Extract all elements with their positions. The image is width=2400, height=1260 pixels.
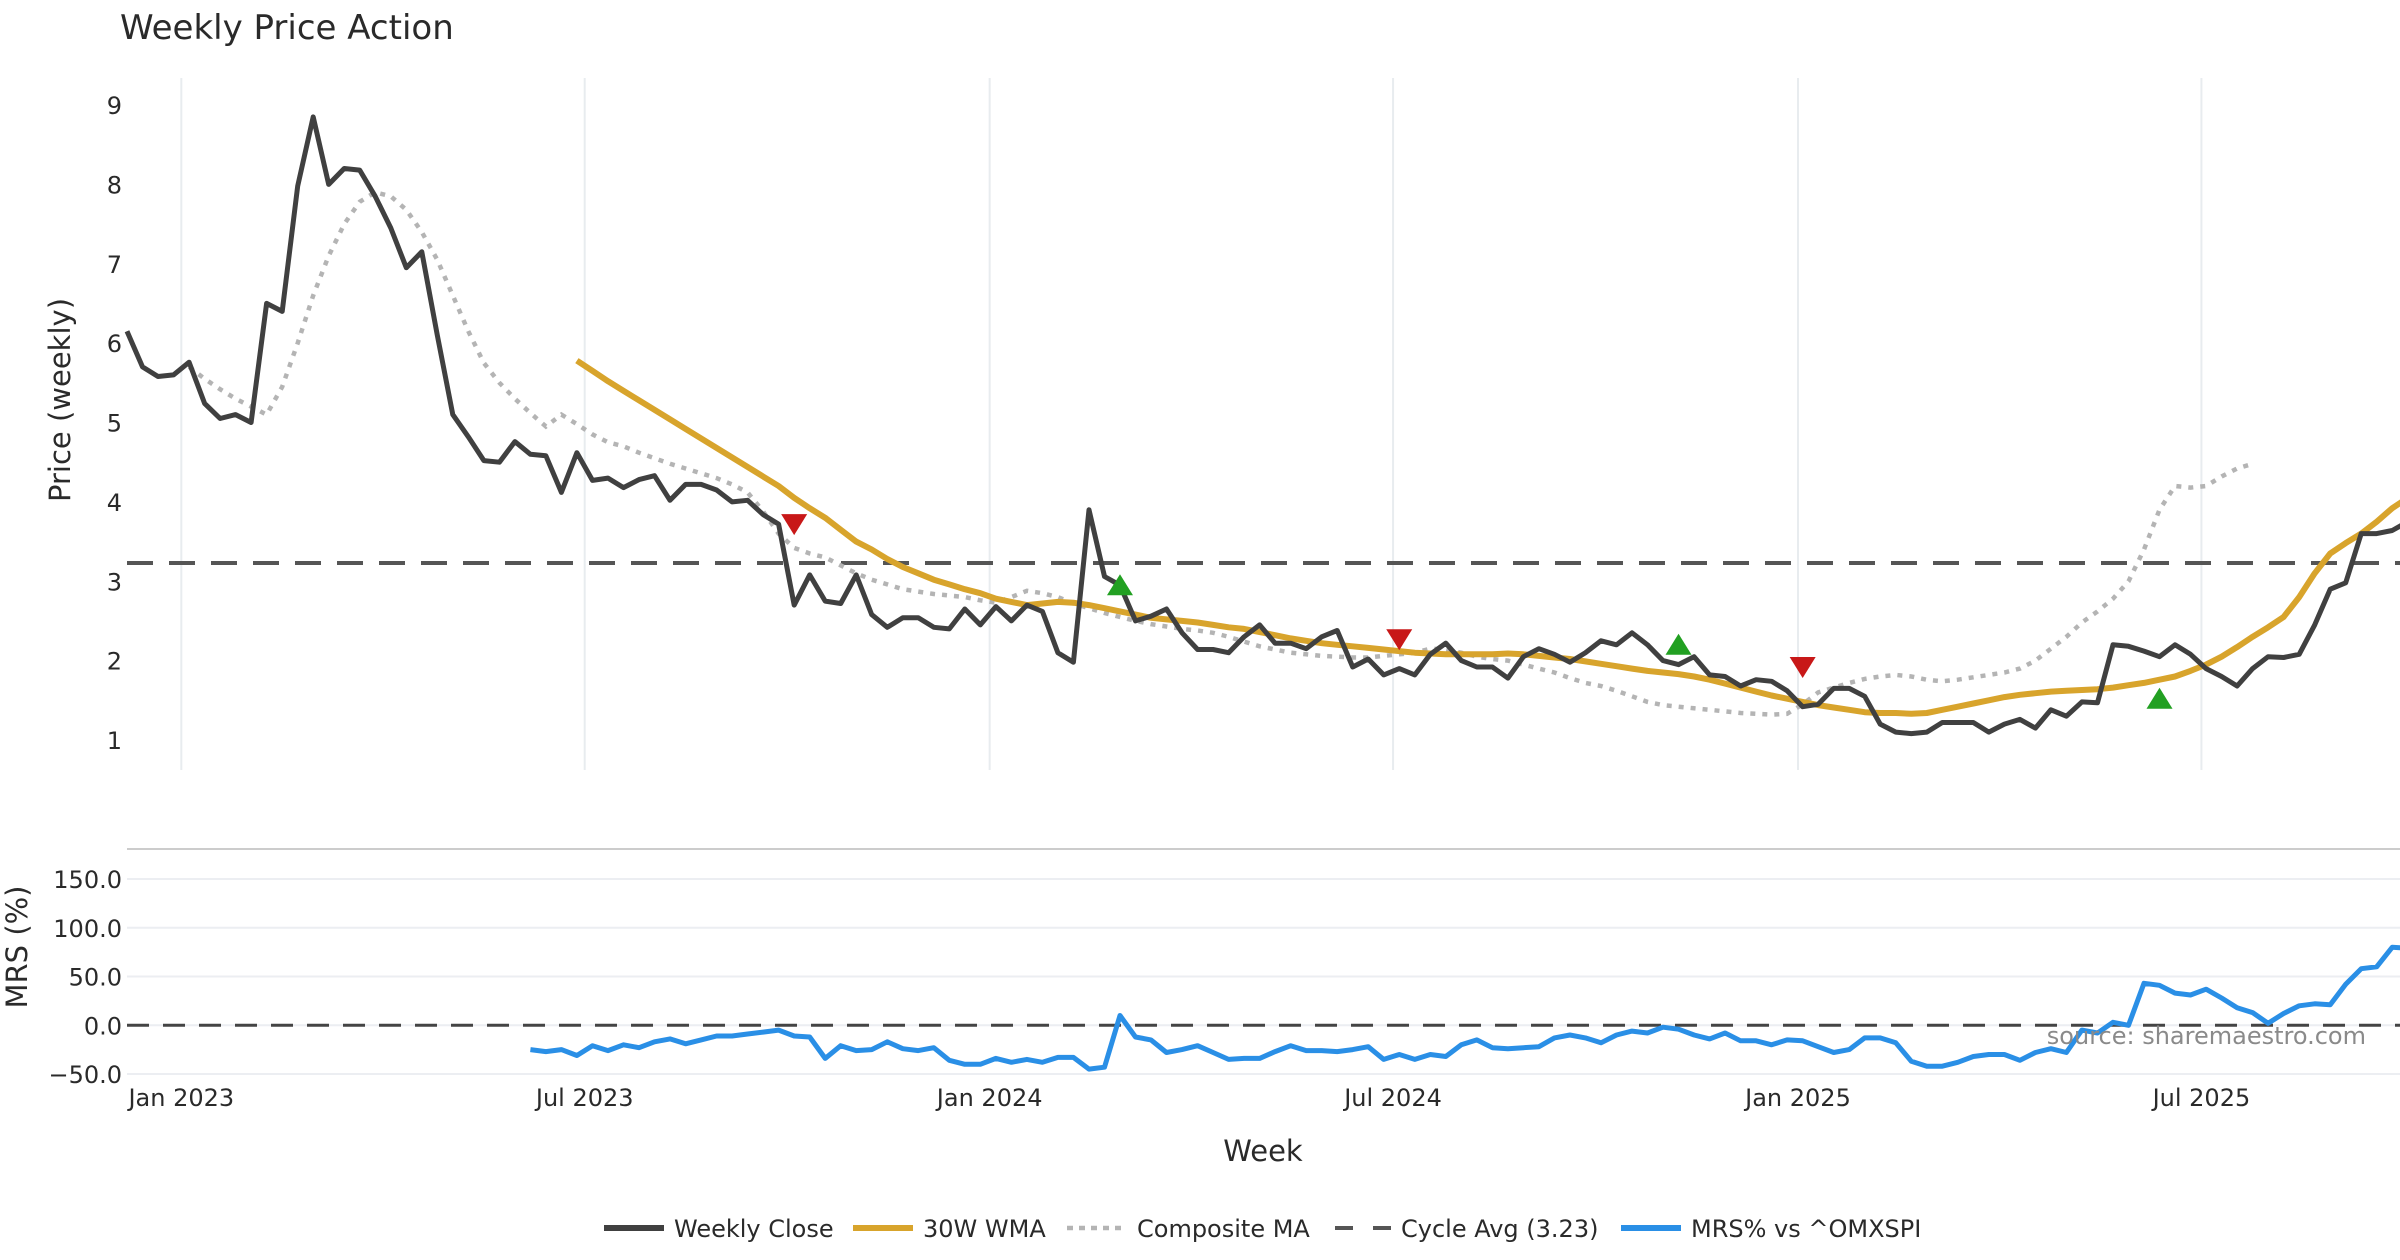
x-axis-label: Week	[1223, 1134, 1303, 1168]
price-y-tick: 9	[107, 92, 122, 120]
legend-item: MRS% vs ^OMXSPI	[1621, 1215, 1921, 1243]
mrs-y-tick: 100.0	[53, 915, 122, 943]
x-tick-label: Jul 2024	[1342, 1084, 1442, 1112]
x-tick-label: Jul 2023	[534, 1084, 634, 1112]
price-y-tick: 4	[107, 489, 122, 517]
mrs-y-tick: 50.0	[69, 964, 122, 992]
x-tick-label: Jan 2024	[935, 1084, 1043, 1112]
weekly-close-line	[124, 114, 2400, 737]
mrs-y-tick: −50.0	[48, 1061, 122, 1089]
price-x-grid	[180, 78, 2203, 770]
price-y-tick: 5	[107, 410, 122, 438]
legend-label: 30W WMA	[923, 1215, 1046, 1243]
legend-label: MRS% vs ^OMXSPI	[1691, 1215, 1921, 1243]
x-tick-label: Jan 2025	[1743, 1084, 1851, 1112]
chart-title: Weekly Price Action	[120, 8, 454, 48]
legend-label: Weekly Close	[674, 1215, 834, 1243]
price-y-tick: 6	[107, 330, 122, 358]
legend-label: Cycle Avg (3.23)	[1401, 1215, 1598, 1243]
price-y-tick: 1	[107, 727, 122, 755]
x-tick-label: Jan 2023	[126, 1084, 234, 1112]
price-y-tick: 2	[107, 648, 122, 676]
legend-label: Composite MA	[1137, 1215, 1310, 1243]
price-y-tick: 3	[107, 568, 122, 596]
sell-signal-marker	[781, 514, 808, 536]
price-y-axis-label: Price (weekly)	[43, 298, 77, 502]
buy-signal-marker	[1106, 574, 1133, 596]
sell-signal-marker	[1386, 629, 1413, 651]
sell-signal-marker	[1789, 656, 1816, 678]
price-y-tick: 7	[107, 251, 122, 279]
signal-markers	[781, 514, 2173, 709]
mrs-y-tick: 0.0	[84, 1012, 122, 1040]
buy-signal-marker	[2146, 687, 2173, 709]
composite-ma-line	[187, 189, 2254, 717]
x-tick-label: Jul 2025	[2151, 1084, 2251, 1112]
price-y-tick: 8	[107, 171, 122, 199]
legend-item: Cycle Avg (3.23)	[1335, 1215, 1598, 1243]
legend-item: Composite MA	[1067, 1215, 1310, 1243]
legend-item: Weekly Close	[604, 1215, 834, 1243]
legend: Weekly Close 30W WMA Composite MA Cycle Avg…	[604, 1215, 1921, 1243]
price-y-ticks: 1 2 3 4 5 6 7 8 9	[107, 92, 122, 755]
legend-item: 30W WMA	[853, 1215, 1046, 1243]
buy-signal-marker	[1665, 633, 1692, 655]
x-axis-ticks: Jan 2023 Jul 2023 Jan 2024 Jul 2024 Jan 2025…	[126, 1084, 2250, 1112]
mrs-y-axis-label: MRS (%)	[0, 886, 34, 1009]
mrs-y-tick: 150.0	[53, 866, 122, 894]
mrs-y-ticks: 150.0 100.0 50.0 0.0 −50.0	[48, 866, 122, 1089]
source-note: source: sharemaestro.com	[2047, 1022, 2366, 1050]
wma-30w-line	[575, 358, 2400, 717]
mrs-line	[530, 944, 2400, 1072]
